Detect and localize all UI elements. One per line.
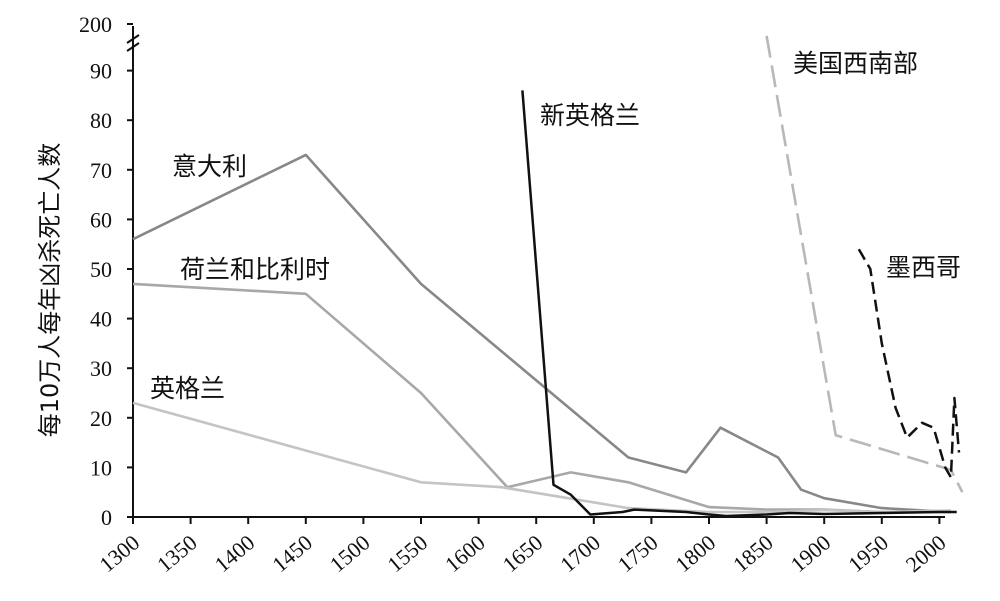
y-axis-label: 每10万人每年凶杀死亡人数 — [36, 143, 64, 438]
series-line-3 — [521, 90, 957, 518]
x-tick-label: 1300 — [94, 530, 144, 577]
x-ticks: 1300 1350 1400 1450 1500 1550 1600 1650 1700 1750… — [94, 517, 951, 577]
series-lines — [132, 35, 964, 518]
y-tick-label: 10 — [90, 455, 112, 480]
series-label-0: 意大利 — [172, 152, 247, 181]
series-line-4 — [765, 35, 964, 493]
y-tick-label: 50 — [90, 257, 112, 282]
y-tick-label: 0 — [101, 505, 112, 530]
axes — [126, 26, 945, 518]
series-label-5: 墨西哥 — [886, 253, 961, 282]
x-tick-label: 1350 — [152, 530, 202, 577]
series-line-2 — [132, 401, 951, 514]
y-tick-label: 200 — [79, 12, 112, 37]
series-line-0 — [132, 153, 951, 514]
x-tick-label: 1750 — [613, 530, 663, 577]
series-label-4: 美国西南部 — [793, 49, 918, 78]
y-tick-label: 40 — [90, 307, 112, 332]
x-tick-label: 1500 — [325, 530, 375, 577]
series-label-2: 英格兰 — [150, 374, 225, 403]
x-tick-label: 2000 — [901, 530, 951, 577]
x-tick-label: 1650 — [498, 530, 548, 577]
y-tick-label: 70 — [90, 158, 112, 183]
series-label-1: 荷兰和比利时 — [180, 255, 330, 284]
x-tick-label: 1550 — [382, 530, 432, 577]
y-tick-label: 80 — [90, 108, 112, 133]
x-tick-label: 1600 — [440, 530, 490, 577]
x-tick-label: 1400 — [210, 530, 260, 577]
y-ticks: 0 10 20 30 40 50 60 70 80 90 200 — [79, 12, 133, 530]
x-tick-label: 1950 — [843, 530, 893, 577]
series-line-5 — [857, 248, 961, 479]
x-tick-label: 1900 — [786, 530, 836, 577]
y-tick-label: 30 — [90, 356, 112, 381]
x-tick-label: 1800 — [670, 530, 720, 577]
series-label-3: 新英格兰 — [540, 101, 640, 130]
y-axis-break — [126, 34, 140, 52]
y-tick-label: 20 — [90, 406, 112, 431]
y-tick-label: 60 — [90, 207, 112, 232]
y-tick-label: 90 — [90, 59, 112, 84]
x-tick-label: 1850 — [728, 530, 778, 577]
x-tick-label: 1700 — [555, 530, 605, 577]
x-tick-label: 1450 — [267, 530, 317, 577]
